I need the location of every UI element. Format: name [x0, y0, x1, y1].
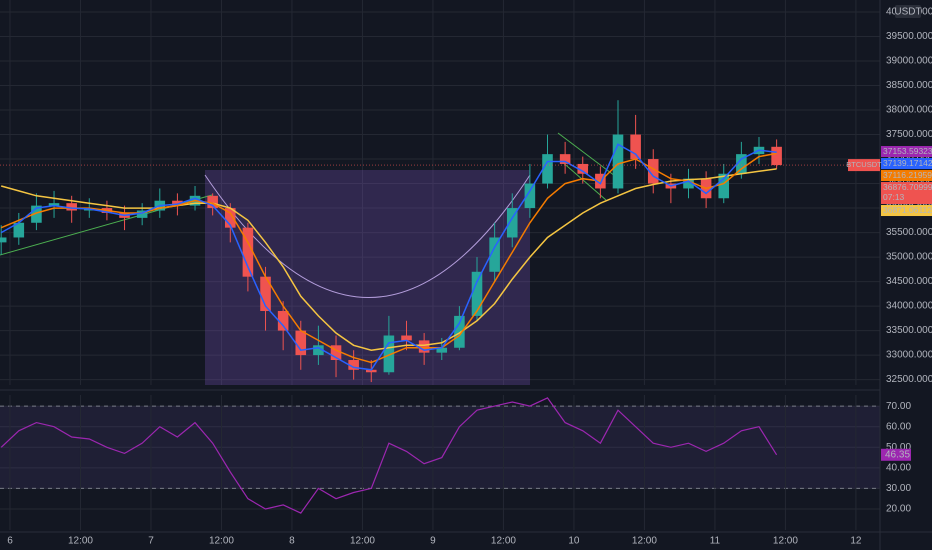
y-tick-label: 35500.000000: [886, 227, 932, 238]
y-tick-label: 38000.000000: [886, 105, 932, 116]
y-tick-label: 20.00: [886, 504, 911, 515]
symbol: BTCUSDT: [846, 160, 882, 169]
x-tick-label: 12: [850, 536, 862, 547]
y-tick-label: 34000.000000: [886, 301, 932, 312]
y-tick-label: 70.00: [886, 401, 911, 412]
rsi-label: 46.35: [885, 449, 910, 460]
y-tick-label: 39500.000000: [886, 31, 932, 42]
moving-average: [0, 152, 777, 364]
x-tick-label: 7: [148, 536, 154, 547]
candle-body: [647, 159, 659, 184]
x-tick-label: 12:00: [350, 536, 375, 547]
candle-body: [224, 208, 236, 228]
price-label: 37139.171421: [883, 158, 932, 168]
candle-body: [489, 237, 500, 272]
candle-body: [612, 134, 624, 189]
candle-body: [418, 340, 430, 353]
candle-body: [506, 208, 518, 238]
x-tick-label: 6: [7, 536, 13, 547]
candle-body: [136, 210, 148, 218]
candle-body: [683, 178, 694, 189]
candle-body: [348, 360, 359, 370]
candle-body: [577, 163, 589, 174]
price-label: 37153.593230: [883, 146, 932, 156]
candle-body: [0, 237, 7, 243]
x-tick-label: 9: [430, 536, 436, 547]
candle-body: [66, 203, 77, 211]
candle-body: [330, 345, 342, 361]
candle-body: [718, 173, 730, 199]
candle-body: [401, 335, 412, 341]
x-tick-label: 12:00: [209, 536, 234, 547]
candle-body: [542, 154, 553, 184]
candle-body: [454, 315, 465, 348]
candle-body: [471, 271, 483, 316]
candle-body: [207, 195, 218, 209]
countdown: 07:13: [883, 192, 905, 202]
plot: [0, 100, 880, 514]
price-badge: [881, 170, 932, 182]
y-tick-label: 32500.000000: [886, 374, 932, 385]
price-badge: [881, 146, 932, 158]
price-badge: [881, 182, 932, 205]
x-tick-label: 8: [289, 536, 295, 547]
candle-body: [630, 134, 641, 160]
price-label: 37116.219596: [883, 170, 932, 180]
y-tick-label: 40.00: [886, 462, 911, 473]
candle-body: [436, 347, 448, 353]
y-tick-label: 33000.000000: [886, 350, 932, 361]
rsi-band: [0, 406, 880, 489]
y-tick-label: 37500.000000: [886, 129, 932, 140]
candle-body: [260, 276, 271, 311]
y-tick-label: 60.00: [886, 421, 911, 432]
x-tick-label: 10: [568, 536, 580, 547]
y-tick-label: 38500.000000: [886, 80, 932, 91]
x-tick-label: 12:00: [491, 536, 516, 547]
y-tick-label: 39000.000000: [886, 56, 932, 67]
rsi-badge: [881, 448, 911, 461]
candle-body: [313, 345, 324, 356]
x-tick-label: 11: [710, 536, 721, 547]
y-tick-label: 33500.000000: [886, 325, 932, 336]
candle-body: [383, 335, 395, 373]
candle-body: [365, 369, 377, 373]
candle-body: [13, 222, 25, 238]
grid: [0, 0, 880, 530]
candle-body: [277, 310, 289, 331]
candle-body: [524, 183, 536, 209]
currency: USDT: [894, 7, 921, 18]
candle-body: [559, 154, 571, 164]
candle-body: [31, 205, 42, 223]
candle-body: [172, 200, 183, 206]
candle-body: [736, 154, 747, 174]
x-tick-label: 12:00: [632, 536, 657, 547]
price-badge: [881, 205, 932, 217]
moving-average: [0, 143, 777, 371]
y-tick-label: 35000.000000: [886, 252, 932, 263]
y-tick-label: 34500.000000: [886, 276, 932, 287]
candle-body: [242, 227, 254, 277]
x-tick-label: 12:00: [68, 536, 93, 547]
y-tick-label: 30.00: [886, 483, 911, 494]
x-tick-label: 12:00: [773, 536, 798, 547]
price-label: 36871.061121: [883, 205, 932, 215]
rsi-line: [0, 397, 778, 514]
price-label: 36876.709998: [883, 182, 932, 192]
candle-body: [48, 203, 60, 206]
candle-body: [771, 146, 782, 166]
axes: 32500.000000 33000.000000 33500.000000 3400…: [7, 7, 932, 547]
currency-badge: [895, 5, 921, 18]
moving-average: [0, 168, 777, 351]
symbol-badge: [848, 159, 880, 172]
price-badge: [881, 158, 932, 170]
y-tick-label: 50.00: [886, 442, 911, 453]
candle-body: [295, 330, 307, 356]
trend-line: [557, 132, 616, 177]
